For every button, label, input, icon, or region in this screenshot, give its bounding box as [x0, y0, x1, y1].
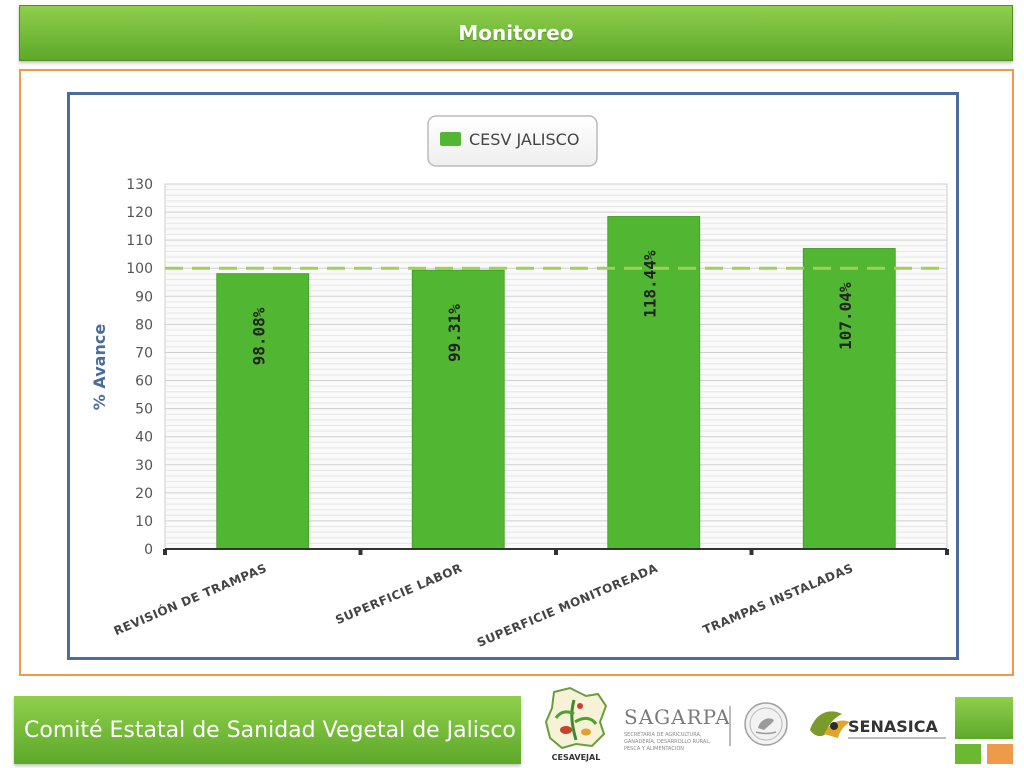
bars: [216, 216, 896, 550]
page-title: Monitoreo: [458, 21, 574, 45]
x-tick-label: TRAMPAS INSTALADAS: [701, 561, 856, 637]
logo-divider: [729, 706, 731, 746]
header-bar: Monitoreo: [19, 5, 1013, 61]
bar: [802, 248, 896, 550]
y-tick-label: 50: [135, 402, 153, 418]
legend-box: [427, 115, 598, 167]
x-tick-label: REVISIÓN DE TRAMPAS: [111, 560, 269, 638]
y-tick-label: 0: [144, 542, 153, 558]
x-tick-label: SUPERFICIE MONITOREADA: [475, 561, 660, 650]
data-label: 99.31%: [445, 304, 464, 362]
y-tick-label: 110: [126, 233, 153, 249]
y-tick-label: 30: [135, 458, 153, 474]
bar: [411, 269, 505, 550]
y-tick-label: 90: [135, 289, 153, 305]
y-tick-label: 20: [135, 486, 153, 502]
data-label: 118.44%: [640, 250, 659, 318]
y-tick-label: 80: [135, 317, 153, 333]
data-labels: 98.08% 99.31% 118.44% 107.04%: [249, 250, 855, 365]
senasica-logo: SENASICA: [810, 711, 946, 739]
bar: [607, 216, 701, 550]
bar: [216, 273, 310, 550]
x-tick-label: SUPERFICIE LABOR: [333, 561, 464, 627]
cesavejal-logo-label: CESAVEJAL: [552, 753, 601, 762]
data-label: 107.04%: [836, 282, 855, 350]
y-tick-label: 100: [126, 261, 153, 277]
y-tick-label: 70: [135, 345, 153, 361]
y-tick-label: 60: [135, 374, 153, 390]
sagarpa-logo: SAGARPA SECRETARÍA DE AGRICULTURA, GANAD…: [624, 706, 734, 760]
y-axis-label: % Avance: [90, 324, 109, 411]
y-tick-label: 10: [135, 514, 153, 530]
legend-swatch: [440, 132, 461, 146]
footer-bar: Comité Estatal de Sanidad Vegetal de Jal…: [14, 696, 521, 764]
legend-label: CESV JALISCO: [469, 130, 579, 149]
cesavejal-logo: CESAVEJAL: [544, 686, 608, 762]
sagarpa-subtitle-line: PESCA Y ALIMENTACIÓN: [624, 746, 685, 752]
mexico-seal-logo: [744, 702, 788, 746]
sagarpa-subtitle-line: GANADERÍA, DESARROLLO RURAL,: [624, 739, 711, 745]
sagarpa-subtitle-line: SECRETARÍA DE AGRICULTURA,: [624, 732, 702, 738]
y-tick-label: 130: [126, 177, 153, 193]
y-tick-label: 120: [126, 205, 153, 221]
legend: CESV JALISCO: [427, 115, 598, 167]
bar-chart: 0 10 20 30 40 50 60 70 80 90 100 110 120 130 REVISIÓN …: [90, 115, 949, 650]
senasica-logo-label: SENASICA: [848, 717, 938, 736]
corner-square-orange: [987, 744, 1013, 764]
data-label: 98.08%: [249, 307, 268, 365]
corner-square-small-green: [955, 744, 981, 764]
y-tick-label: 40: [135, 430, 153, 446]
footer-text: Comité Estatal de Sanidad Vegetal de Jal…: [24, 717, 516, 743]
corner-square-green: [955, 697, 1013, 739]
sagarpa-logo-label: SAGARPA: [624, 705, 731, 729]
